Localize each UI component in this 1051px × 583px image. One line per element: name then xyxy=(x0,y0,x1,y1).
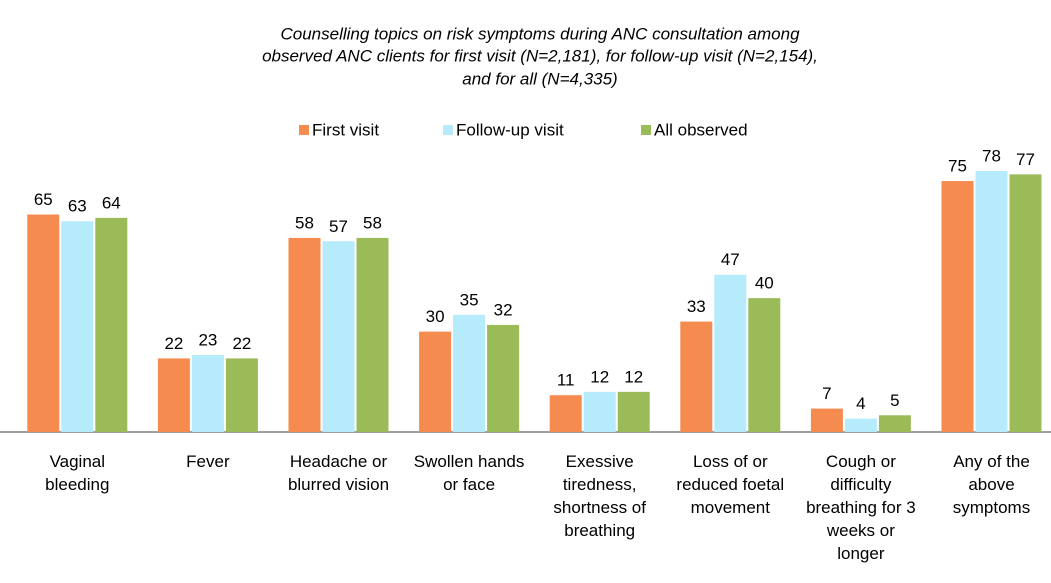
bar xyxy=(941,181,974,432)
bar xyxy=(95,217,128,432)
value-label: 58 xyxy=(295,213,314,232)
value-label: 11 xyxy=(557,371,575,390)
bar xyxy=(288,237,321,432)
legend-swatch xyxy=(299,125,309,135)
bar xyxy=(810,408,843,432)
chart-title: and for all (N=4,335) xyxy=(462,69,617,88)
legend-swatch xyxy=(641,125,651,135)
x-tick-label: Swollen hands or face xyxy=(413,452,525,494)
chart-title: observed ANC clients for first visit (N=… xyxy=(262,46,818,65)
x-tick-label: Loss of or reduced foetal movement xyxy=(676,452,785,517)
bar xyxy=(419,331,452,432)
bar xyxy=(1009,174,1042,432)
value-label: 57 xyxy=(329,217,348,236)
value-label: 22 xyxy=(164,334,183,353)
value-label: 5 xyxy=(890,391,899,410)
value-label: 58 xyxy=(363,213,382,232)
value-label: 12 xyxy=(624,367,643,386)
bar xyxy=(157,358,190,432)
bar xyxy=(878,415,911,432)
x-tick-label: Exessive tiredness, shortness of breathi… xyxy=(553,452,646,540)
value-label: 64 xyxy=(102,193,121,212)
bar xyxy=(453,314,486,432)
legend-label: All observed xyxy=(654,120,748,139)
bar xyxy=(549,395,582,432)
value-label: 32 xyxy=(494,300,513,319)
legend-swatch xyxy=(443,125,453,135)
x-tick-label: Fever xyxy=(186,452,230,471)
chart-title: Counselling topics on risk symptoms duri… xyxy=(280,24,800,43)
bar xyxy=(844,418,877,432)
value-label: 63 xyxy=(68,197,87,216)
value-label: 30 xyxy=(426,307,445,326)
x-tick-label: Cough or difficulty breathing for 3 week… xyxy=(806,452,916,563)
value-label: 47 xyxy=(721,250,740,269)
bar xyxy=(487,324,520,432)
value-label: 65 xyxy=(34,190,53,209)
value-label: 33 xyxy=(687,297,706,316)
value-label: 23 xyxy=(198,331,217,350)
legend-label: Follow-up visit xyxy=(456,120,564,139)
value-label: 4 xyxy=(856,394,865,413)
value-label: 77 xyxy=(1016,150,1035,169)
bar xyxy=(322,241,355,432)
bar xyxy=(225,358,258,432)
bar xyxy=(714,274,747,432)
value-label: 75 xyxy=(948,157,967,176)
bar xyxy=(748,298,781,432)
value-label: 35 xyxy=(460,290,479,309)
value-label: 40 xyxy=(755,274,774,293)
bar xyxy=(191,355,224,432)
bar xyxy=(617,391,650,432)
bar xyxy=(27,214,60,432)
value-label: 7 xyxy=(822,384,831,403)
x-tick-label: Vaginal bleeding xyxy=(45,452,110,494)
legend-label: First visit xyxy=(312,120,379,139)
value-label: 78 xyxy=(982,146,1001,165)
bar xyxy=(356,237,389,432)
x-tick-label: Headache or blurred vision xyxy=(287,452,390,494)
bar xyxy=(680,321,713,432)
bar xyxy=(61,221,94,432)
x-tick-label: Any of the above symptoms xyxy=(952,452,1031,517)
value-label: 12 xyxy=(590,367,609,386)
bar xyxy=(583,391,616,432)
value-label: 22 xyxy=(232,334,251,353)
bar xyxy=(975,171,1008,432)
